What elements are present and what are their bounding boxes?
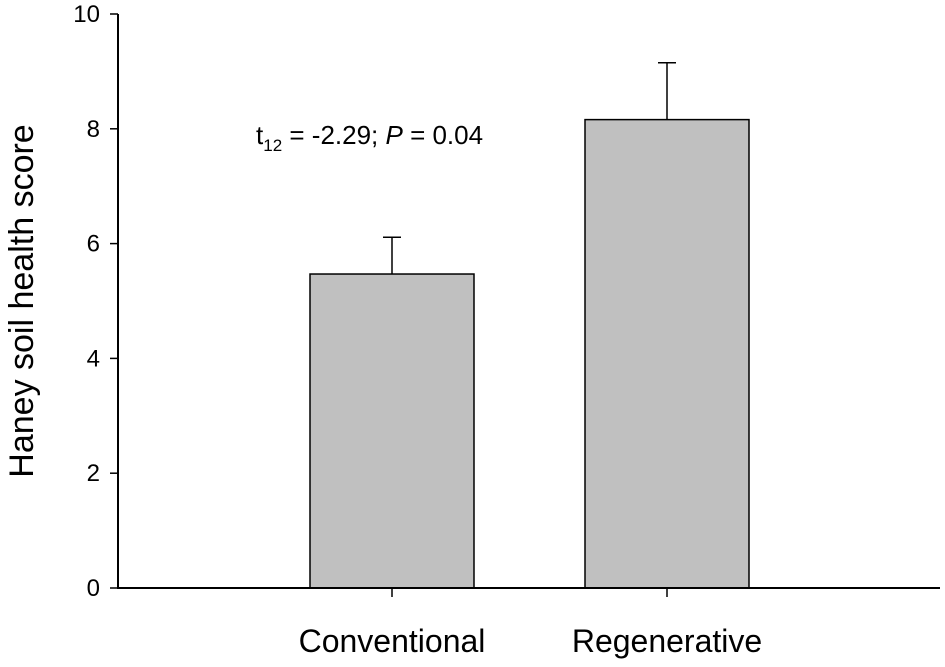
bars-layer xyxy=(309,118,750,589)
y-tick-label-8: 8 xyxy=(87,116,100,143)
bar-conventional xyxy=(309,273,475,589)
stats-annotation: t12 = -2.29; P = 0.04 xyxy=(256,120,483,155)
y-tick-label-2: 2 xyxy=(87,460,100,487)
stat-value: = -2.29; xyxy=(282,120,385,150)
y-tick-label-4: 4 xyxy=(87,345,100,372)
bar-regenerative xyxy=(584,118,750,589)
x-tick-label-regenerative: Regenerative xyxy=(572,623,762,659)
error-bars-layer xyxy=(383,62,676,275)
axes-layer xyxy=(117,14,940,589)
stat-subscript: 12 xyxy=(263,136,282,155)
p-value: = 0.04 xyxy=(403,120,483,150)
y-tick-label-0: 0 xyxy=(87,575,100,602)
stat-symbol: t xyxy=(256,120,264,150)
y-tick-label-10: 10 xyxy=(73,1,100,28)
x-tick-label-conventional: Conventional xyxy=(299,623,486,659)
x-ticks-layer: Conventional Regenerative xyxy=(299,588,762,659)
p-symbol: P xyxy=(386,120,404,150)
y-ticks-layer: 0 2 4 6 8 10 xyxy=(73,1,118,602)
y-tick-label-6: 6 xyxy=(87,231,100,258)
y-axis-label: Haney soil health score xyxy=(3,124,41,477)
